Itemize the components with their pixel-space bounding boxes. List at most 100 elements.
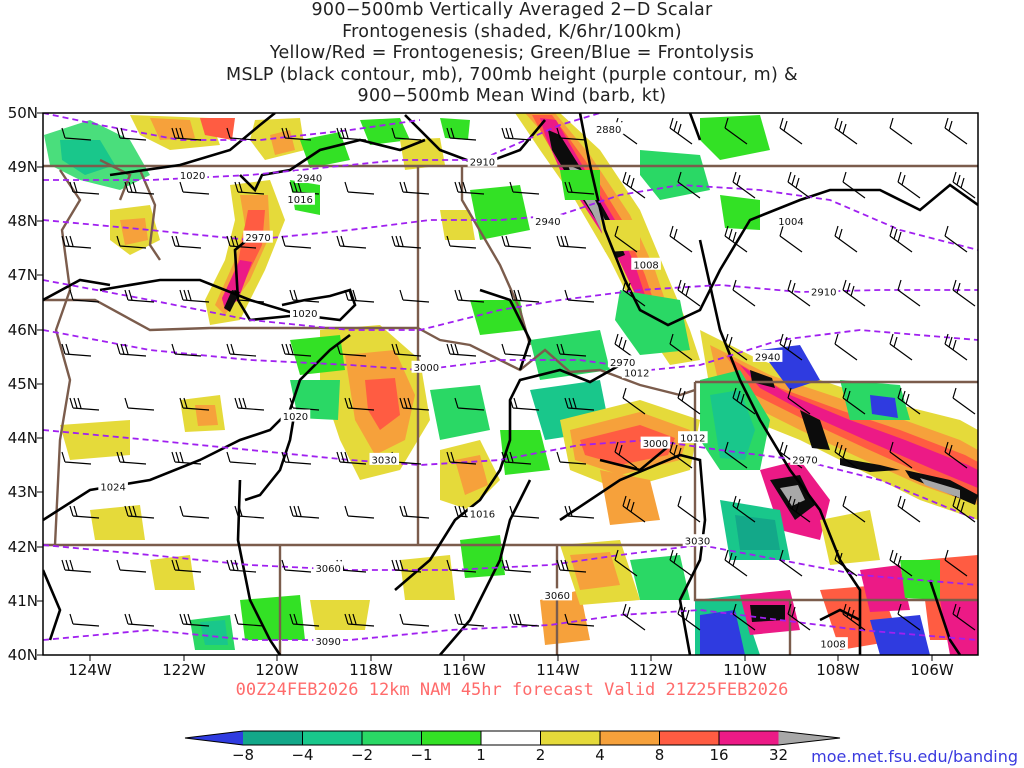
wind-barb: [622, 387, 646, 415]
mslp-label-bg: [177, 168, 208, 181]
lat-label: 43N: [8, 483, 38, 501]
height-label: 2970: [792, 455, 817, 466]
mslp-label: 1020: [180, 171, 205, 182]
wind-barb: [116, 127, 147, 141]
wind-barb: [391, 343, 422, 357]
wind-barb: [171, 451, 202, 465]
colorbar-swatch: [362, 731, 422, 745]
wind-barb: [556, 127, 587, 141]
wind-barb: [779, 225, 803, 253]
wind-barb: [281, 127, 312, 141]
height-label-bg: [607, 355, 638, 368]
wind-barb: [171, 127, 202, 141]
height-labels: 2880 2910 2940 2940 2970 2910 2940 2970 3000 3000…: [243, 122, 839, 648]
height-label-bg: [294, 171, 325, 184]
mslp-label-bg: [678, 431, 708, 444]
axis-ticks: [37, 112, 933, 661]
wind-barb: [336, 235, 367, 249]
wind-barb: [281, 451, 312, 465]
mslp-label-bg: [280, 409, 311, 422]
height-label-bg: [790, 452, 820, 465]
wind-barb: [724, 549, 748, 577]
height-label-bg: [542, 588, 573, 601]
wind-barb: [614, 333, 638, 361]
wind-barb: [446, 451, 477, 465]
wind-barb: [724, 441, 748, 469]
height-label: 3060: [315, 564, 340, 575]
wind-barb: [834, 441, 858, 469]
wind-barb: [842, 603, 866, 631]
credit-link[interactable]: moe.met.fsu.edu/banding: [811, 747, 1018, 766]
wind-barb: [446, 559, 477, 573]
wind-barb: [787, 495, 811, 523]
wind-barb: [842, 495, 866, 523]
height-label: 2910: [470, 157, 495, 168]
wind-barb: [556, 343, 587, 357]
mslp-label-bg: [818, 637, 848, 650]
wind-barb: [234, 397, 265, 411]
colorbar-swatch: [302, 731, 362, 745]
height-label: 2910: [811, 287, 836, 298]
colorbar-over-triangle: [778, 731, 840, 745]
wind-barb: [509, 505, 540, 519]
wind-barb: [564, 397, 595, 411]
wind-barb: [944, 441, 968, 469]
colorbar-swatch: [719, 731, 779, 745]
colorbar-tick: 8: [655, 746, 665, 764]
wind-barb: [234, 505, 265, 519]
wind-barb: [61, 127, 92, 141]
wind-barb: [446, 235, 477, 249]
wind-barb: [889, 333, 913, 361]
wind-barb: [732, 387, 756, 415]
colorbar-tick: −2: [351, 746, 373, 764]
wind-barb: [446, 343, 477, 357]
wind-barb: [501, 559, 532, 573]
wind-barb: [171, 343, 202, 357]
wind-barb: [61, 235, 92, 249]
wind-barb: [336, 127, 367, 141]
wind-barb: [897, 171, 921, 199]
mslp-label: 1008: [633, 260, 658, 271]
colorbar-swatch: [481, 731, 541, 745]
wind-barb: [889, 441, 913, 469]
mslp-label-bg: [98, 479, 128, 492]
wind-barb: [391, 235, 422, 249]
wind-barb: [336, 451, 367, 465]
wind-barb: [179, 397, 210, 411]
height-label: 3090: [315, 637, 340, 648]
wind-barb: [116, 559, 147, 573]
wind-barb: [622, 279, 646, 307]
mslp-label-bg: [290, 306, 320, 319]
wind-barb: [501, 451, 532, 465]
wind-barb: [454, 289, 485, 303]
mslp-label-bg: [285, 192, 315, 205]
mslp-label: 1020: [292, 309, 317, 320]
mslp-label-bg: [776, 214, 806, 227]
wind-barb: [391, 559, 422, 573]
wind-barb: [454, 181, 485, 195]
lat-label: 48N: [8, 212, 38, 230]
title-line-3: Yellow/Red = Frontogenesis; Green/Blue =…: [269, 43, 755, 64]
wind-barb: [289, 397, 320, 411]
forecast-valid-line: 00Z24FEB2026 12km NAM 45hr forecast Vali…: [235, 680, 789, 700]
wind-barb: [454, 613, 485, 627]
wind-barb: [669, 117, 693, 145]
height-label: 2970: [610, 358, 635, 369]
mslp-labels: 1020 1016 1020 1020 1024 1016 1012 1012 1008 1004…: [98, 168, 848, 651]
wind-barb: [669, 441, 693, 469]
wind-barb: [281, 559, 312, 573]
wind-barb: [69, 613, 100, 627]
wind-barb: [116, 235, 147, 249]
wind-barb: [234, 289, 265, 303]
height-label-bg: [533, 214, 563, 227]
colorbar-tick: 2: [536, 746, 546, 764]
wind-barb: [124, 397, 155, 411]
wind-barb: [509, 613, 540, 627]
wind-barb: [509, 397, 540, 411]
wind-barb: [622, 603, 646, 631]
wind-barb: [842, 387, 866, 415]
wind-barb: [834, 549, 858, 577]
wind-barb: [226, 343, 257, 357]
wind-barb: [622, 495, 646, 523]
wind-barb: [124, 613, 155, 627]
